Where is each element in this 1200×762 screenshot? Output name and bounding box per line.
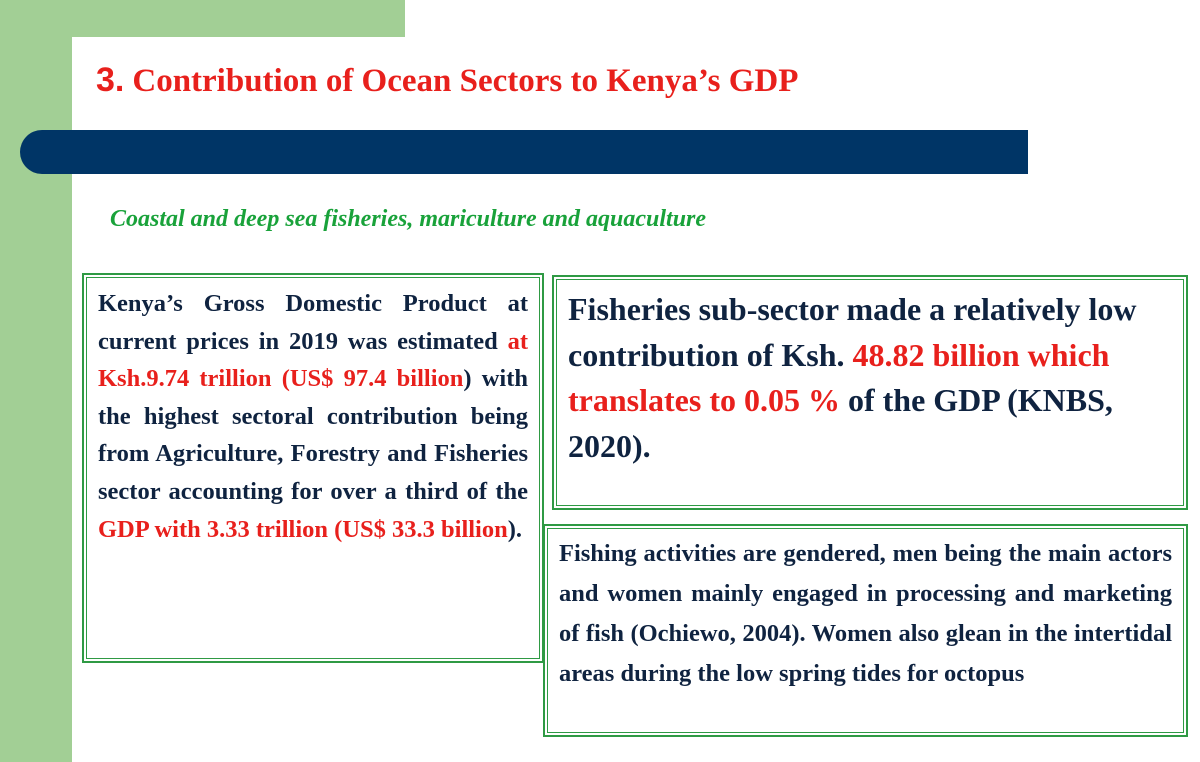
gdp-highlight-2: GDP with 3.33 trillion (US$ 33.3 billion — [98, 515, 508, 543]
fisheries-highlight: 48.82 billion which translates to 0.05 % — [568, 336, 1110, 419]
gdp-highlight-1: at Ksh.9.74 trillion (US$ 97.4 billion — [98, 327, 528, 393]
fisheries-text-part1: Fisheries sub-sector made a relatively l… — [568, 291, 1137, 373]
fisheries-text-part2: of the GDP (KNBS, 2020). — [568, 382, 1113, 464]
slide-subtitle: Coastal and deep sea fisheries, maricult… — [110, 206, 707, 232]
green-side-band — [0, 0, 72, 762]
title-number: 3. — [96, 61, 125, 99]
gdp-paragraph: Kenya’s Gross Domestic Product at curren… — [98, 285, 528, 548]
slide-title: 3. Contribution of Ocean Sectors to Kenya… — [96, 58, 798, 103]
fisheries-paragraph: Fisheries sub-sector made a relatively l… — [568, 287, 1172, 469]
fisheries-contribution-box: Fisheries sub-sector made a relatively l… — [552, 275, 1188, 510]
gender-roles-paragraph: Fishing activities are gendered, men bei… — [559, 540, 1172, 687]
gdp-text-part3: ). — [507, 515, 523, 543]
gdp-text-box: Kenya’s Gross Domestic Product at curren… — [82, 273, 544, 663]
gdp-text-part1: Kenya’s Gross Domestic Product at curren… — [98, 290, 528, 355]
gdp-text-part2: ) with the highest sectoral contribution… — [98, 365, 528, 505]
green-top-band — [0, 0, 405, 37]
gender-roles-box: Fishing activities are gendered, men bei… — [543, 524, 1188, 737]
title-text: Contribution of Ocean Sectors to Kenya’s… — [132, 63, 799, 99]
title-underline-bar — [20, 130, 1028, 174]
